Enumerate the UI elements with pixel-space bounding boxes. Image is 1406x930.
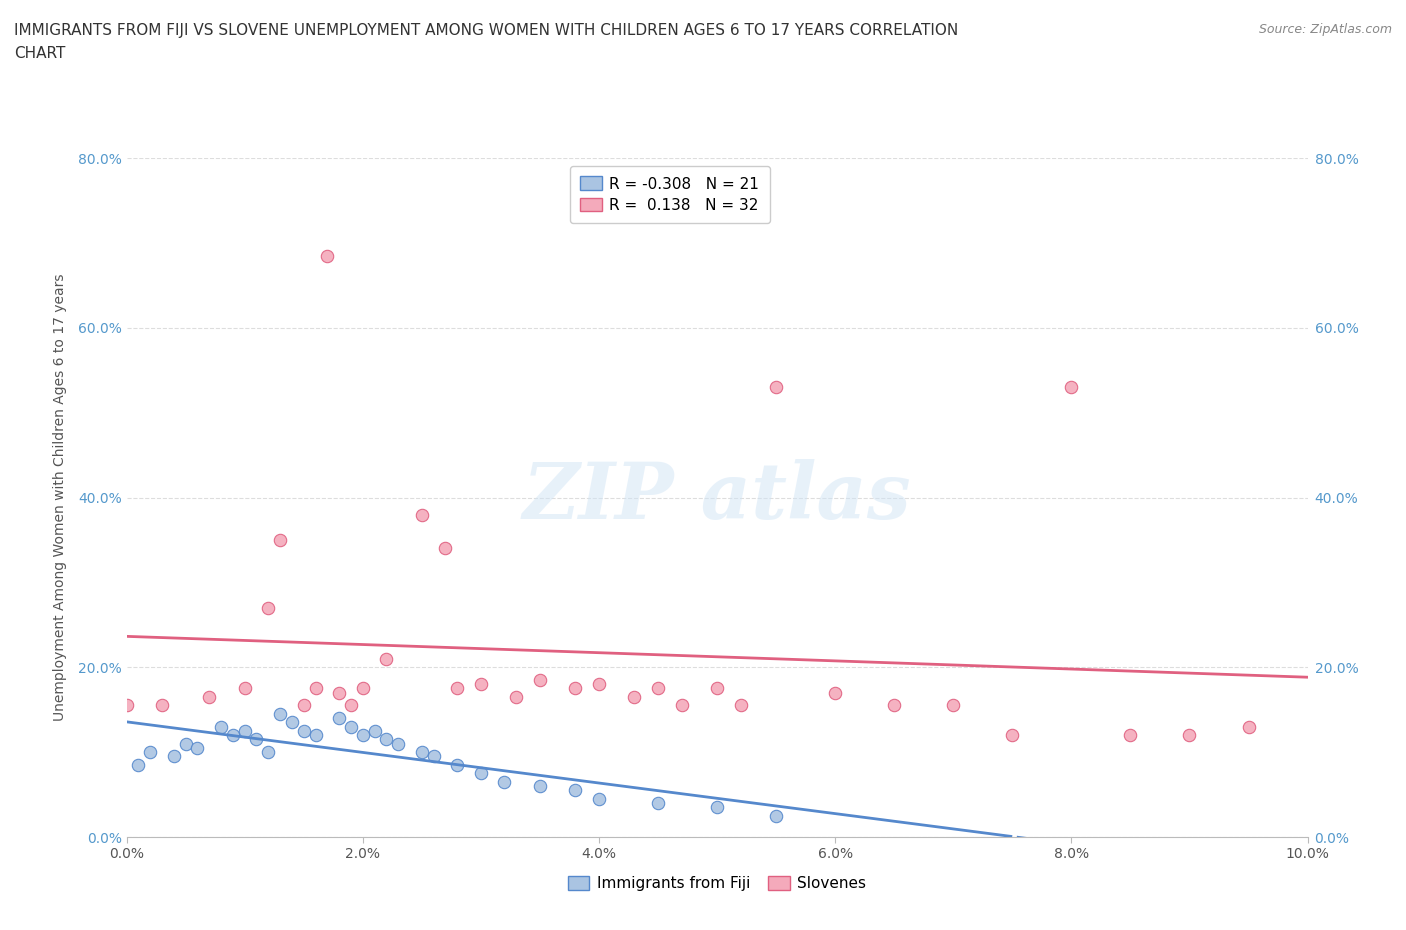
Point [328, 711, 350, 725]
Point [647, 796, 669, 811]
Text: Source: ZipAtlas.com: Source: ZipAtlas.com [1258, 23, 1392, 36]
Point [352, 681, 374, 696]
Point [222, 727, 245, 742]
Point [647, 681, 669, 696]
Point [292, 698, 315, 713]
Point [470, 677, 492, 692]
Point [446, 681, 468, 696]
Text: IMMIGRANTS FROM FIJI VS SLOVENE UNEMPLOYMENT AMONG WOMEN WITH CHILDREN AGES 6 TO: IMMIGRANTS FROM FIJI VS SLOVENE UNEMPLOY… [14, 23, 959, 38]
Point [942, 698, 965, 713]
Point [139, 745, 162, 760]
Point [883, 698, 905, 713]
Point [304, 681, 326, 696]
Point [375, 651, 398, 666]
Point [824, 685, 846, 700]
Point [245, 732, 267, 747]
Point [209, 719, 232, 734]
Point [233, 724, 256, 738]
Text: ZIP atlas: ZIP atlas [523, 459, 911, 536]
Point [564, 783, 586, 798]
Y-axis label: Unemployment Among Women with Children Ages 6 to 17 years: Unemployment Among Women with Children A… [52, 273, 66, 722]
Point [529, 778, 551, 793]
Point [411, 745, 433, 760]
Point [127, 757, 149, 772]
Point [198, 689, 221, 704]
Point [1237, 719, 1260, 734]
Point [233, 681, 256, 696]
Point [564, 681, 586, 696]
Point [186, 740, 208, 755]
Point [588, 791, 610, 806]
Point [163, 749, 186, 764]
Point [470, 766, 492, 781]
Point [387, 737, 409, 751]
Point [706, 681, 728, 696]
Point [174, 737, 197, 751]
Point [150, 698, 173, 713]
Point [316, 248, 339, 263]
Point [281, 715, 304, 730]
Text: CHART: CHART [14, 46, 66, 61]
Point [304, 727, 326, 742]
Point [623, 689, 645, 704]
Point [730, 698, 752, 713]
Point [269, 707, 291, 722]
Point [1001, 727, 1024, 742]
Point [257, 745, 280, 760]
Point [352, 727, 374, 742]
Point [269, 533, 291, 548]
Point [363, 724, 385, 738]
Point [446, 757, 468, 772]
Point [375, 732, 398, 747]
Point [671, 698, 693, 713]
Point [340, 698, 363, 713]
Point [706, 800, 728, 815]
Point [257, 601, 280, 616]
Point [494, 775, 516, 790]
Point [340, 719, 363, 734]
Point [434, 541, 457, 556]
Point [1119, 727, 1142, 742]
Point [422, 749, 444, 764]
Point [1060, 379, 1083, 394]
Point [505, 689, 527, 704]
Point [411, 507, 433, 522]
Point [765, 379, 787, 394]
Point [588, 677, 610, 692]
Point [292, 724, 315, 738]
Point [115, 698, 138, 713]
Point [1178, 727, 1201, 742]
Point [765, 808, 787, 823]
Point [529, 672, 551, 687]
Point [328, 685, 350, 700]
Legend: Immigrants from Fiji, Slovenes: Immigrants from Fiji, Slovenes [561, 870, 873, 897]
